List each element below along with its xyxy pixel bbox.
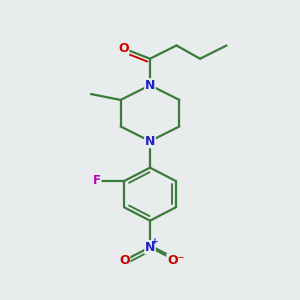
Text: +: + (152, 237, 159, 246)
Text: O: O (119, 254, 130, 267)
Text: N: N (145, 241, 155, 254)
Text: N: N (145, 79, 155, 92)
Text: O⁻: O⁻ (167, 254, 184, 267)
Text: N: N (145, 135, 155, 148)
Text: O: O (118, 42, 129, 55)
Text: F: F (93, 174, 101, 188)
